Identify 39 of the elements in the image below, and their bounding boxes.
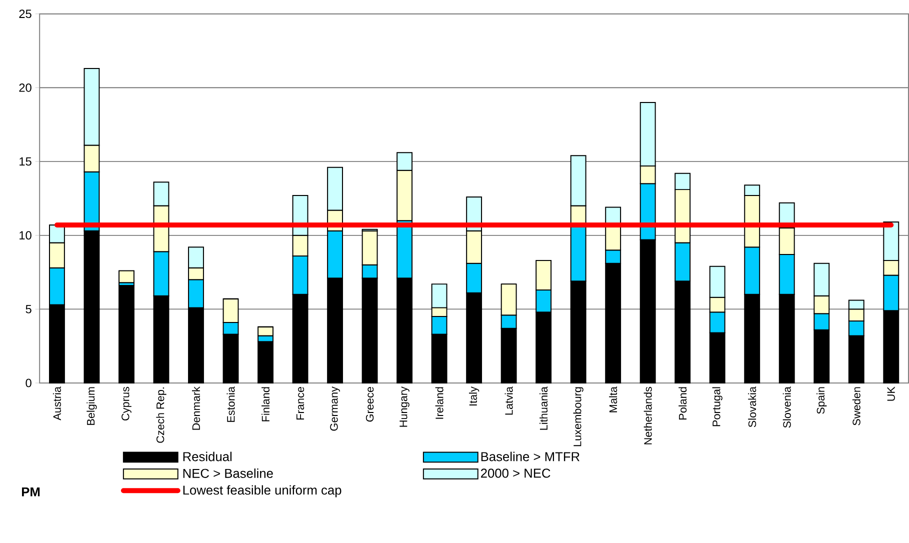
x-tick-label: Germany xyxy=(330,386,340,431)
x-tick-label: Greece xyxy=(366,386,374,422)
y-tick-label: 20 xyxy=(19,83,32,92)
y-tick-label: 10 xyxy=(20,230,32,240)
x-tick-label: Finland xyxy=(262,387,270,422)
x-tick-label: Slovakia xyxy=(748,386,756,427)
x-tick-label: Lithuania xyxy=(540,386,548,430)
x-tick-label: Italy xyxy=(468,386,480,406)
bar xyxy=(118,284,134,384)
y-tick-label: 15 xyxy=(20,157,32,166)
x-tick-label: Portugal xyxy=(712,387,722,426)
x-tick-label: Malta xyxy=(609,386,618,412)
legend-label: Residual xyxy=(183,452,232,462)
x-tick-label: Poland xyxy=(678,387,687,420)
y-tick-label: 0 xyxy=(26,378,32,388)
y-tick-label: 25 xyxy=(19,9,32,18)
legend-label: NEC > Baseline xyxy=(183,468,273,478)
x-tick-label: Ireland xyxy=(435,387,444,419)
x-tick-label: Slovenia xyxy=(782,386,791,428)
text: PM xyxy=(22,487,40,496)
bar xyxy=(118,270,134,283)
x-tick-label: Luxembourg xyxy=(573,387,584,446)
x-tick-label: Denmark xyxy=(192,386,200,430)
x-tick-label: France xyxy=(296,386,304,420)
legend-label: Baseline > MTFR xyxy=(481,452,580,462)
x-tick-label: Hungary xyxy=(400,386,410,427)
y-tick-label: 5 xyxy=(26,304,32,314)
legend-label: 2000 > NEC xyxy=(480,468,550,478)
legend-label: Lowest feasible uniform cap xyxy=(183,485,342,498)
x-tick-label: Sweden xyxy=(852,387,860,426)
x-tick-label: Estonia xyxy=(226,386,235,422)
x-tick-label: Spain xyxy=(816,387,827,414)
x-tick-label: Cyprus xyxy=(122,386,132,420)
x-tick-label: Belgium xyxy=(86,387,97,425)
x-tick-label: UK xyxy=(887,386,895,401)
x-tick-label: Netherlands xyxy=(644,386,652,444)
x-tick-label: Latvia xyxy=(504,386,513,414)
x-tick-label: Austria xyxy=(52,386,61,420)
x-tick-label: Czech Rep. xyxy=(156,387,166,443)
